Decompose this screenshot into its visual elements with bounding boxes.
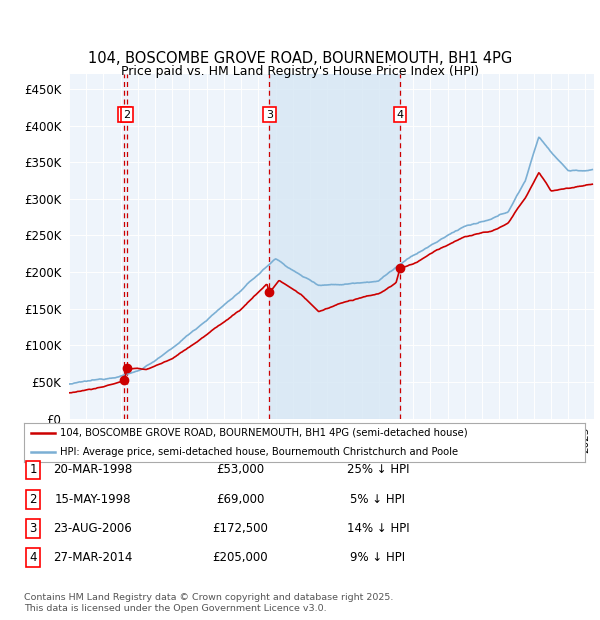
Text: 25% ↓ HPI: 25% ↓ HPI [347, 464, 409, 476]
Text: 1: 1 [121, 110, 128, 120]
Text: 4: 4 [29, 551, 37, 564]
Text: 2: 2 [29, 493, 37, 505]
Text: 4: 4 [397, 110, 404, 120]
Text: £205,000: £205,000 [212, 551, 268, 564]
Text: 3: 3 [29, 522, 37, 534]
Bar [269, 74, 400, 418]
Text: £53,000: £53,000 [216, 464, 264, 476]
Text: 3: 3 [266, 110, 273, 120]
Text: 5% ↓ HPI: 5% ↓ HPI [350, 493, 406, 505]
Text: 20-MAR-1998: 20-MAR-1998 [53, 464, 133, 476]
Text: 14% ↓ HPI: 14% ↓ HPI [347, 522, 409, 534]
Text: HPI: Average price, semi-detached house, Bournemouth Christchurch and Poole: HPI: Average price, semi-detached house,… [61, 447, 458, 457]
Text: 104, BOSCOMBE GROVE ROAD, BOURNEMOUTH, BH1 4PG (semi-detached house): 104, BOSCOMBE GROVE ROAD, BOURNEMOUTH, B… [61, 428, 468, 438]
Text: Price paid vs. HM Land Registry's House Price Index (HPI): Price paid vs. HM Land Registry's House … [121, 65, 479, 78]
Text: 9% ↓ HPI: 9% ↓ HPI [350, 551, 406, 564]
Text: £69,000: £69,000 [216, 493, 264, 505]
Text: 15-MAY-1998: 15-MAY-1998 [55, 493, 131, 505]
Text: 104, BOSCOMBE GROVE ROAD, BOURNEMOUTH, BH1 4PG: 104, BOSCOMBE GROVE ROAD, BOURNEMOUTH, B… [88, 51, 512, 66]
Text: 1: 1 [29, 464, 37, 476]
Text: 27-MAR-2014: 27-MAR-2014 [53, 551, 133, 564]
Text: £172,500: £172,500 [212, 522, 268, 534]
Text: 2: 2 [124, 110, 131, 120]
Text: Contains HM Land Registry data © Crown copyright and database right 2025.
This d: Contains HM Land Registry data © Crown c… [24, 593, 394, 613]
Text: 23-AUG-2006: 23-AUG-2006 [53, 522, 133, 534]
